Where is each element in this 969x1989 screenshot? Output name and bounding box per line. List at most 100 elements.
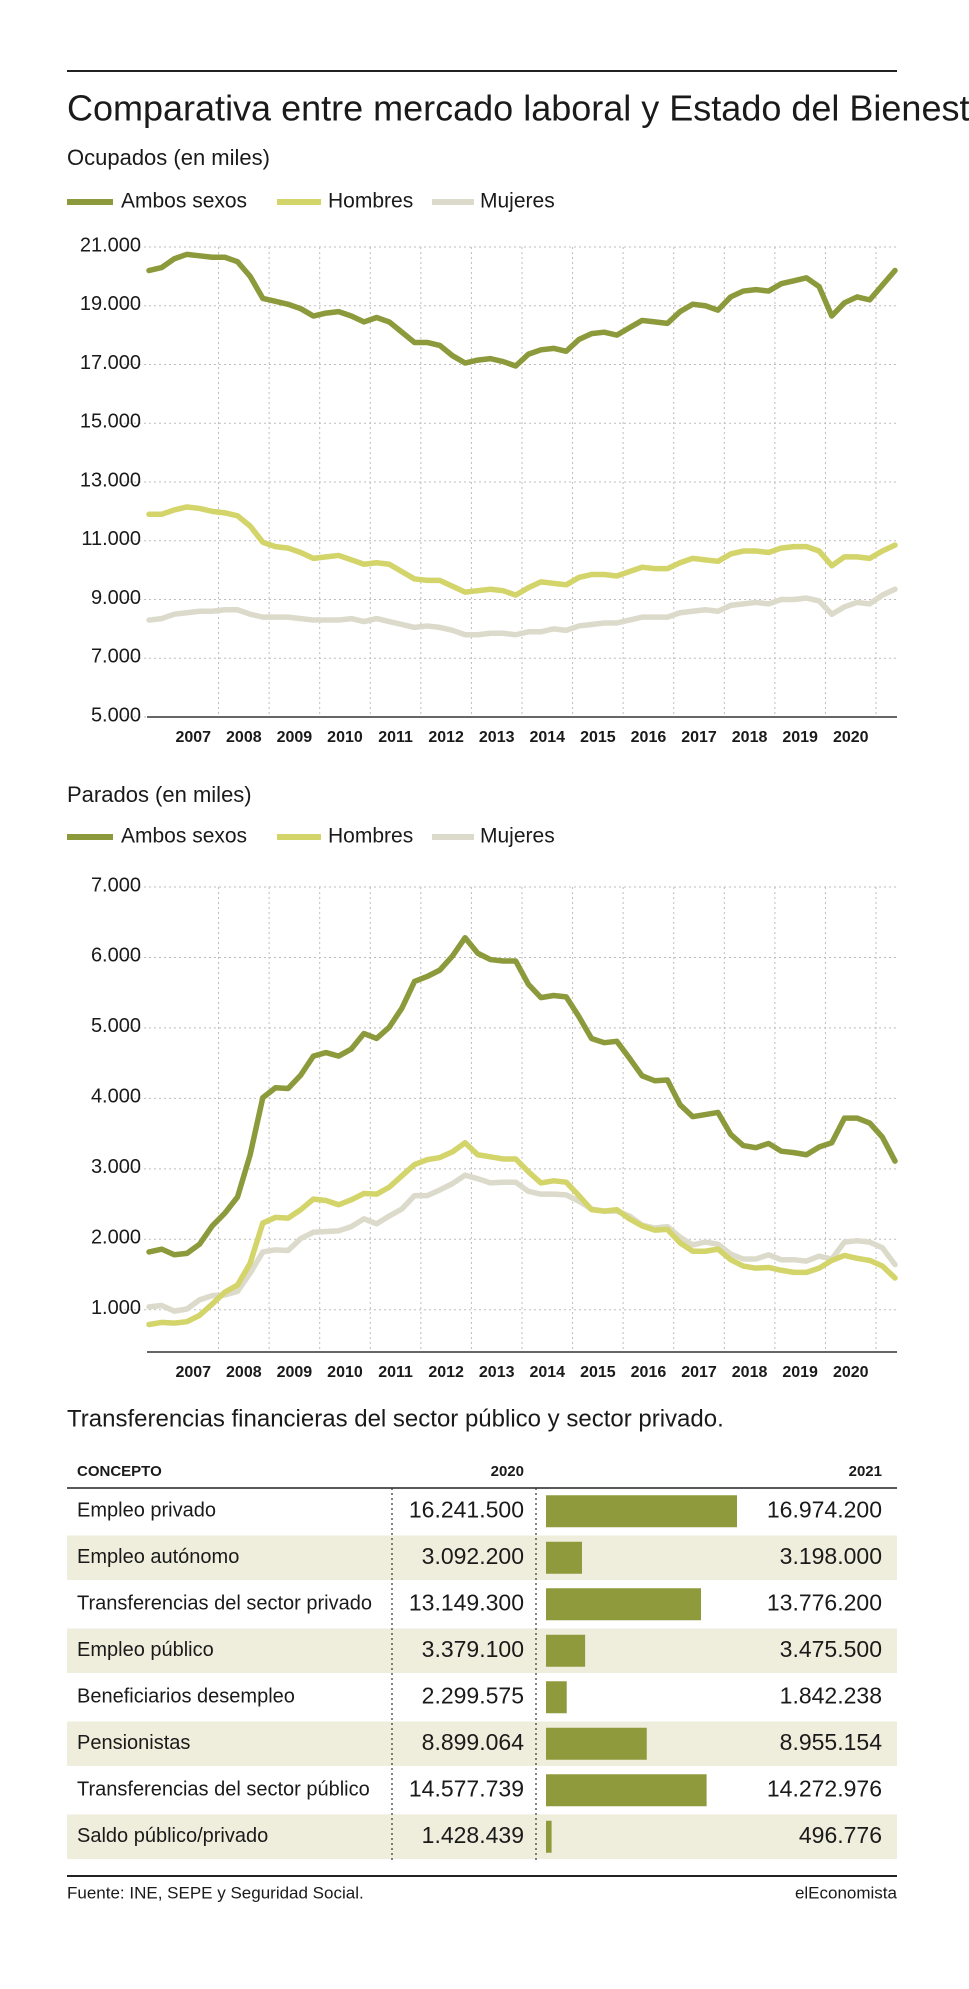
bar bbox=[546, 1495, 737, 1528]
page-title: Comparativa entre mercado laboral y Esta… bbox=[67, 88, 969, 129]
series-line bbox=[146, 1172, 898, 1314]
chart-title: Parados (en miles) bbox=[67, 782, 252, 807]
row-label: Beneficiarios desempleo bbox=[77, 1686, 295, 1708]
x-tick-label: 2019 bbox=[782, 729, 818, 746]
y-tick-label: 5.000 bbox=[91, 704, 141, 726]
x-tick-label: 2019 bbox=[782, 1364, 818, 1381]
bar bbox=[546, 1681, 567, 1714]
source: Fuente: INE, SEPE y Seguridad Social. bbox=[67, 1883, 364, 1902]
column-header: 2020 bbox=[491, 1463, 524, 1480]
y-tick-label: 19.000 bbox=[80, 293, 141, 315]
y-tick-label: 3.000 bbox=[91, 1156, 141, 1178]
row-label: Empleo autónomo bbox=[77, 1546, 239, 1568]
x-tick-label: 2016 bbox=[631, 1364, 667, 1381]
x-tick-label: 2007 bbox=[175, 1364, 211, 1381]
y-tick-label: 2.000 bbox=[91, 1227, 141, 1249]
legend-label: Ambos sexos bbox=[121, 190, 247, 213]
value-2021: 1.842.238 bbox=[780, 1682, 882, 1708]
table-title: Transferencias financieras del sector pú… bbox=[67, 1405, 724, 1432]
series-line bbox=[146, 504, 898, 598]
y-tick-label: 7.000 bbox=[91, 874, 141, 896]
bar bbox=[546, 1634, 586, 1667]
x-tick-label: 2008 bbox=[226, 1364, 262, 1381]
x-tick-label: 2018 bbox=[732, 729, 768, 746]
x-tick-label: 2020 bbox=[833, 1364, 869, 1381]
brand: elEconomista bbox=[795, 1883, 898, 1902]
bar bbox=[546, 1820, 552, 1853]
value-2020: 3.092.200 bbox=[422, 1543, 524, 1569]
y-tick-label: 21.000 bbox=[80, 234, 141, 256]
x-tick-label: 2020 bbox=[833, 729, 869, 746]
y-tick-label: 15.000 bbox=[80, 411, 141, 433]
x-tick-label: 2009 bbox=[277, 729, 313, 746]
x-tick-label: 2011 bbox=[378, 1364, 413, 1381]
y-tick-label: 4.000 bbox=[91, 1086, 141, 1108]
value-2020: 13.149.300 bbox=[409, 1589, 524, 1615]
x-tick-label: 2015 bbox=[580, 1364, 616, 1381]
value-2020: 8.899.064 bbox=[422, 1729, 525, 1755]
legend-label: Hombres bbox=[328, 190, 413, 213]
value-2021: 16.974.200 bbox=[767, 1496, 882, 1522]
column-header: CONCEPTO bbox=[77, 1463, 162, 1480]
bar bbox=[546, 1541, 582, 1574]
value-2021: 3.475.500 bbox=[780, 1636, 882, 1662]
bar bbox=[546, 1774, 707, 1807]
x-tick-label: 2012 bbox=[428, 729, 464, 746]
row-shade bbox=[67, 1814, 897, 1859]
value-2021: 14.272.976 bbox=[767, 1775, 882, 1801]
x-tick-label: 2014 bbox=[529, 1364, 565, 1381]
column-header: 2021 bbox=[849, 1463, 882, 1480]
legend-label: Mujeres bbox=[480, 825, 555, 848]
y-tick-label: 1.000 bbox=[91, 1297, 141, 1319]
legend-label: Ambos sexos bbox=[121, 825, 247, 848]
x-tick-label: 2014 bbox=[529, 729, 565, 746]
x-tick-label: 2013 bbox=[479, 729, 515, 746]
chart-title: Ocupados (en miles) bbox=[67, 145, 270, 170]
bar bbox=[546, 1588, 702, 1621]
y-tick-label: 13.000 bbox=[80, 469, 141, 491]
value-2020: 16.241.500 bbox=[409, 1496, 524, 1522]
y-tick-label: 11.000 bbox=[81, 528, 141, 550]
y-tick-label: 9.000 bbox=[91, 587, 141, 609]
x-tick-label: 2012 bbox=[428, 1364, 464, 1381]
x-tick-label: 2016 bbox=[631, 729, 667, 746]
row-label: Saldo público/privado bbox=[77, 1825, 268, 1847]
x-tick-label: 2008 bbox=[226, 729, 262, 746]
x-tick-label: 2017 bbox=[681, 729, 717, 746]
x-tick-label: 2018 bbox=[732, 1364, 768, 1381]
value-2020: 2.299.575 bbox=[422, 1682, 524, 1708]
x-tick-label: 2011 bbox=[378, 729, 413, 746]
row-label: Transferencias del sector privado bbox=[77, 1593, 372, 1615]
value-2021: 13.776.200 bbox=[767, 1589, 882, 1615]
x-tick-label: 2015 bbox=[580, 729, 616, 746]
x-tick-label: 2007 bbox=[175, 729, 211, 746]
x-tick-label: 2017 bbox=[681, 1364, 717, 1381]
value-2020: 14.577.739 bbox=[409, 1775, 524, 1801]
y-tick-label: 5.000 bbox=[91, 1015, 141, 1037]
legend-label: Hombres bbox=[328, 825, 413, 848]
x-tick-label: 2010 bbox=[327, 729, 363, 746]
value-2020: 3.379.100 bbox=[422, 1636, 524, 1662]
row-shade bbox=[67, 1721, 897, 1766]
series-line bbox=[146, 934, 898, 1258]
series-line bbox=[146, 586, 898, 638]
legend-label: Mujeres bbox=[480, 190, 555, 213]
bar bbox=[546, 1727, 647, 1760]
series-line bbox=[146, 1140, 898, 1328]
value-2020: 1.428.439 bbox=[422, 1822, 524, 1848]
value-2021: 496.776 bbox=[799, 1822, 882, 1848]
y-tick-label: 17.000 bbox=[80, 352, 141, 374]
row-label: Empleo público bbox=[77, 1639, 214, 1661]
x-tick-label: 2010 bbox=[327, 1364, 363, 1381]
x-tick-label: 2013 bbox=[479, 1364, 515, 1381]
x-tick-label: 2009 bbox=[277, 1364, 313, 1381]
series-line bbox=[146, 251, 898, 369]
row-shade bbox=[67, 1535, 897, 1580]
y-tick-label: 7.000 bbox=[91, 646, 141, 668]
row-label: Pensionistas bbox=[77, 1732, 190, 1754]
row-shade bbox=[67, 1628, 897, 1673]
row-label: Empleo privado bbox=[77, 1500, 216, 1522]
y-tick-label: 6.000 bbox=[91, 945, 141, 967]
